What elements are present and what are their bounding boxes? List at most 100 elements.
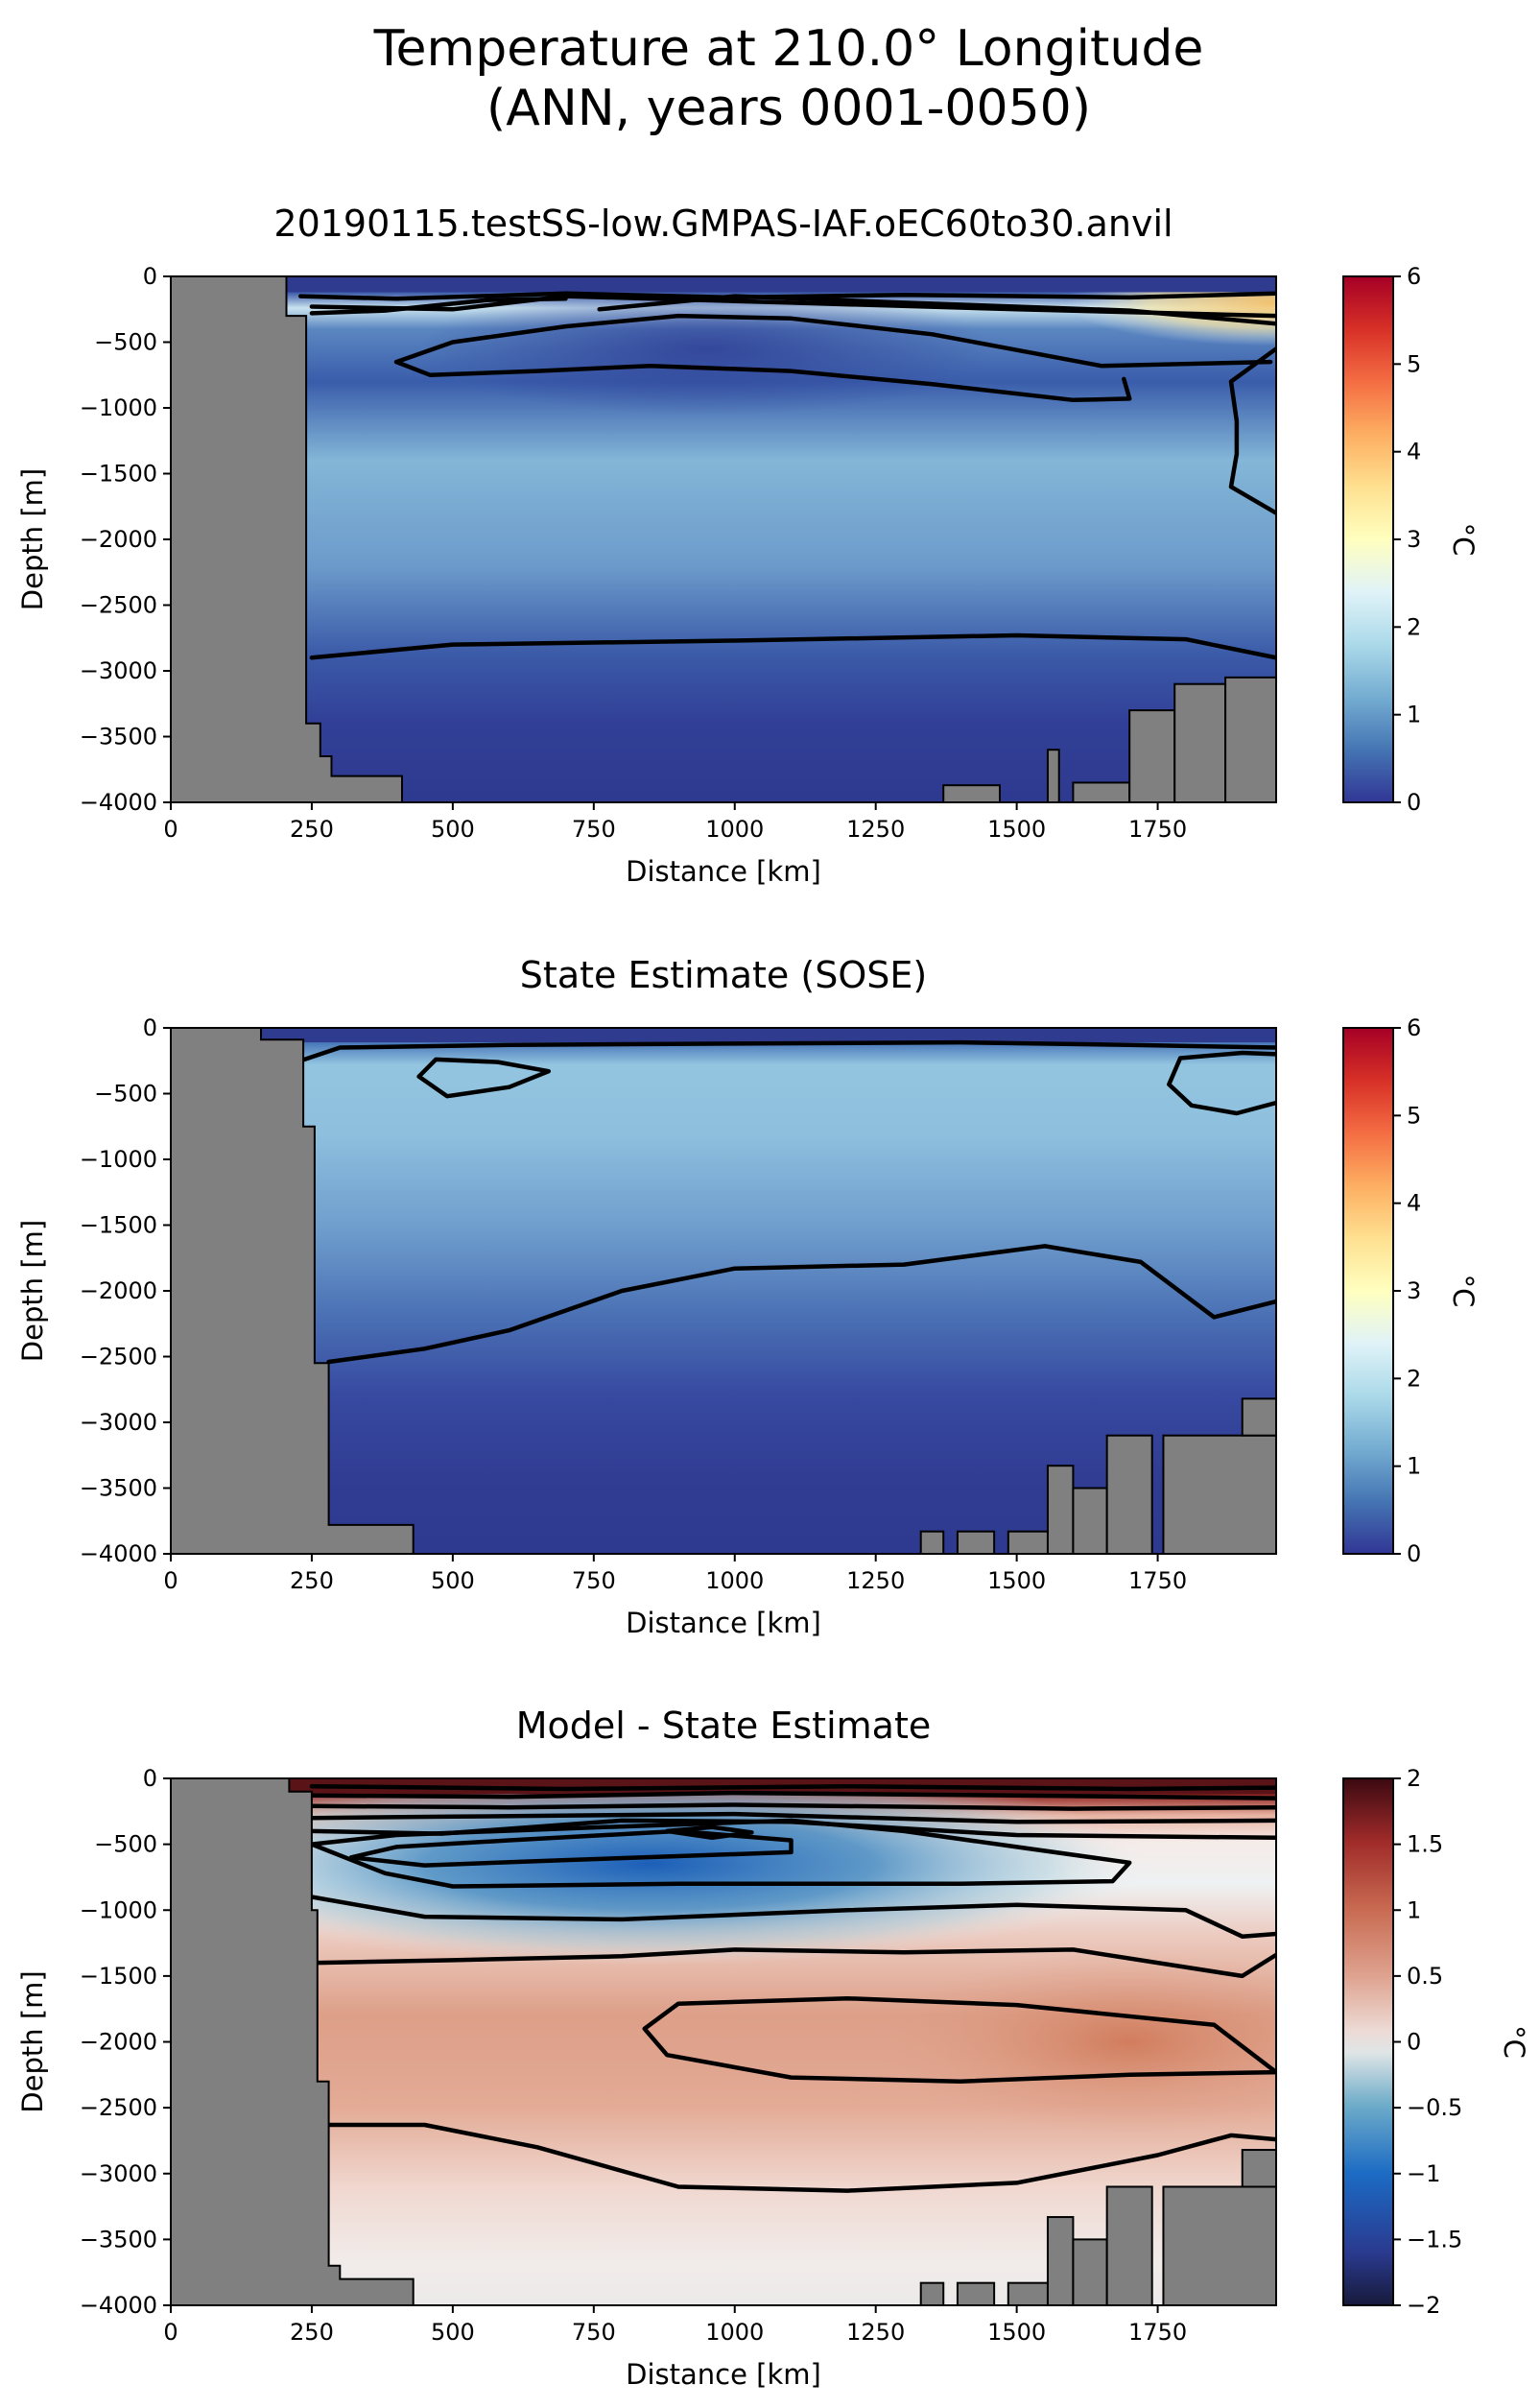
land-mask <box>1162 1434 1276 1554</box>
land-mask <box>956 2281 996 2305</box>
y-tick-label: 0 <box>143 1765 157 1792</box>
contour-line <box>393 359 1132 403</box>
colorbar-tick-label: 2 <box>1407 1765 1421 1792</box>
land-mask <box>956 1530 996 1554</box>
land-mask <box>1072 2238 1108 2305</box>
land-mask <box>1046 749 1060 802</box>
contour-line <box>642 1995 1276 2084</box>
contour-line <box>326 1244 1276 1365</box>
colorbar-tick-label: 6 <box>1407 263 1421 290</box>
y-tick-label: −1500 <box>80 461 157 488</box>
land-mask <box>1046 2216 1075 2305</box>
colorbar-tick-label: 4 <box>1407 439 1421 465</box>
contour-line <box>297 1039 1276 1063</box>
colorbar <box>1342 1027 1394 1555</box>
colorbar-tick-label: 0.5 <box>1407 1963 1443 1990</box>
x-tick-label: 250 <box>290 1567 334 1594</box>
figure-title-line1: Temperature at 210.0° Longitude <box>373 20 1204 78</box>
y-tick-label: −2000 <box>80 2029 157 2056</box>
x-tick-label: 1500 <box>987 816 1046 843</box>
contour-line <box>393 313 1273 369</box>
contour-line <box>309 1811 1276 1824</box>
x-tick-label: 1000 <box>705 1567 764 1594</box>
x-tick-label: 0 <box>163 816 178 843</box>
land-mask <box>171 1778 415 2305</box>
y-tick-label: −3500 <box>80 724 157 751</box>
land-mask <box>919 2281 945 2305</box>
land-mask <box>1128 709 1176 802</box>
contour-line <box>326 2122 1276 2193</box>
x-tick-label: 1500 <box>987 2319 1046 2346</box>
land-mask <box>1224 676 1276 802</box>
x-tick-label: 500 <box>431 2319 475 2346</box>
colorbar-tick-label: −0.5 <box>1407 2094 1462 2121</box>
colorbar-label: °C <box>1447 1275 1480 1308</box>
panel-model: 20190115.testSS-low.GMPAS-IAF.oEC60to30.… <box>16 203 1480 888</box>
panel-title: 20190115.testSS-low.GMPAS-IAF.oEC60to30.… <box>273 203 1173 245</box>
colorbar <box>1342 1777 1394 2306</box>
x-tick-label: 250 <box>290 816 334 843</box>
colorbar-tick-label: 2 <box>1407 1365 1421 1392</box>
land-mask <box>171 1028 415 1554</box>
contour-line <box>309 1790 1276 1800</box>
x-tick-label: 0 <box>163 2319 178 2346</box>
colorbar-tick-label: 1 <box>1407 1453 1421 1480</box>
y-tick-label: −3000 <box>80 657 157 684</box>
x-tick-label: 0 <box>163 1567 178 1594</box>
contour-line <box>309 1802 1276 1811</box>
y-tick-label: −3000 <box>80 2160 157 2187</box>
colorbar-tick-label: 6 <box>1407 1014 1421 1041</box>
contour-line <box>309 1783 1276 1792</box>
x-tick-label: 750 <box>572 2319 616 2346</box>
panel-title: State Estimate (SOSE) <box>520 954 927 996</box>
x-axis-label: Distance [km] <box>626 855 821 888</box>
y-axis-label: Depth [m] <box>16 468 49 610</box>
x-tick-label: 750 <box>572 816 616 843</box>
y-tick-label: −4000 <box>80 789 157 816</box>
y-tick-label: −1000 <box>80 1896 157 1923</box>
y-tick-label: −1000 <box>80 394 157 421</box>
land-mask <box>171 276 403 802</box>
y-tick-label: −500 <box>94 329 157 356</box>
y-tick-label: −2500 <box>80 2094 157 2121</box>
x-tick-label: 1000 <box>705 816 764 843</box>
land-mask <box>1046 1465 1075 1554</box>
contour-line <box>416 1057 552 1099</box>
contour-line <box>1167 1050 1276 1116</box>
colorbar-tick-label: 0 <box>1407 1540 1421 1567</box>
y-tick-label: −4000 <box>80 1540 157 1567</box>
land-mask <box>1007 1530 1049 1554</box>
plot-area <box>171 1778 1276 2305</box>
colorbar-tick-label: 4 <box>1407 1190 1421 1217</box>
y-tick-label: −1500 <box>80 1212 157 1239</box>
colorbar-tick-label: 3 <box>1407 526 1421 553</box>
contour-line <box>309 297 568 316</box>
x-tick-label: 1750 <box>1128 2319 1187 2346</box>
colorbar-tick-label: 0 <box>1407 789 1421 816</box>
land-mask <box>1241 1397 1276 1437</box>
colorbar-tick-label: 3 <box>1407 1277 1421 1304</box>
land-mask <box>1173 682 1227 802</box>
contour-line <box>309 1818 1132 1889</box>
y-tick-label: −1500 <box>80 1963 157 1990</box>
plot-area <box>171 276 1276 802</box>
x-tick-label: 1250 <box>846 1567 905 1594</box>
panel-difference: Model - State Estimate 0 250 500 750 1000 1250… <box>16 1705 1530 2391</box>
x-tick-label: 1750 <box>1128 1567 1187 1594</box>
contour-line <box>309 294 1276 319</box>
colorbar-tick-label: −1.5 <box>1407 2226 1462 2253</box>
contour-line <box>664 1824 754 1841</box>
y-tick-label: −2500 <box>80 1344 157 1371</box>
y-axis-label: Depth [m] <box>16 1220 49 1362</box>
colorbar-tick-label: 0 <box>1407 2029 1421 2056</box>
panel-title: Model - State Estimate <box>516 1705 931 1747</box>
y-tick-label: −4000 <box>80 2292 157 2319</box>
x-tick-label: 250 <box>290 2319 334 2346</box>
x-tick-label: 1250 <box>846 2319 905 2346</box>
x-tick-label: 750 <box>572 1567 616 1594</box>
colorbar-label: °C <box>1498 2025 1530 2059</box>
x-tick-label: 500 <box>431 816 475 843</box>
y-tick-label: −3000 <box>80 1409 157 1436</box>
contour-line <box>597 294 1276 326</box>
land-mask <box>1241 2149 1276 2188</box>
